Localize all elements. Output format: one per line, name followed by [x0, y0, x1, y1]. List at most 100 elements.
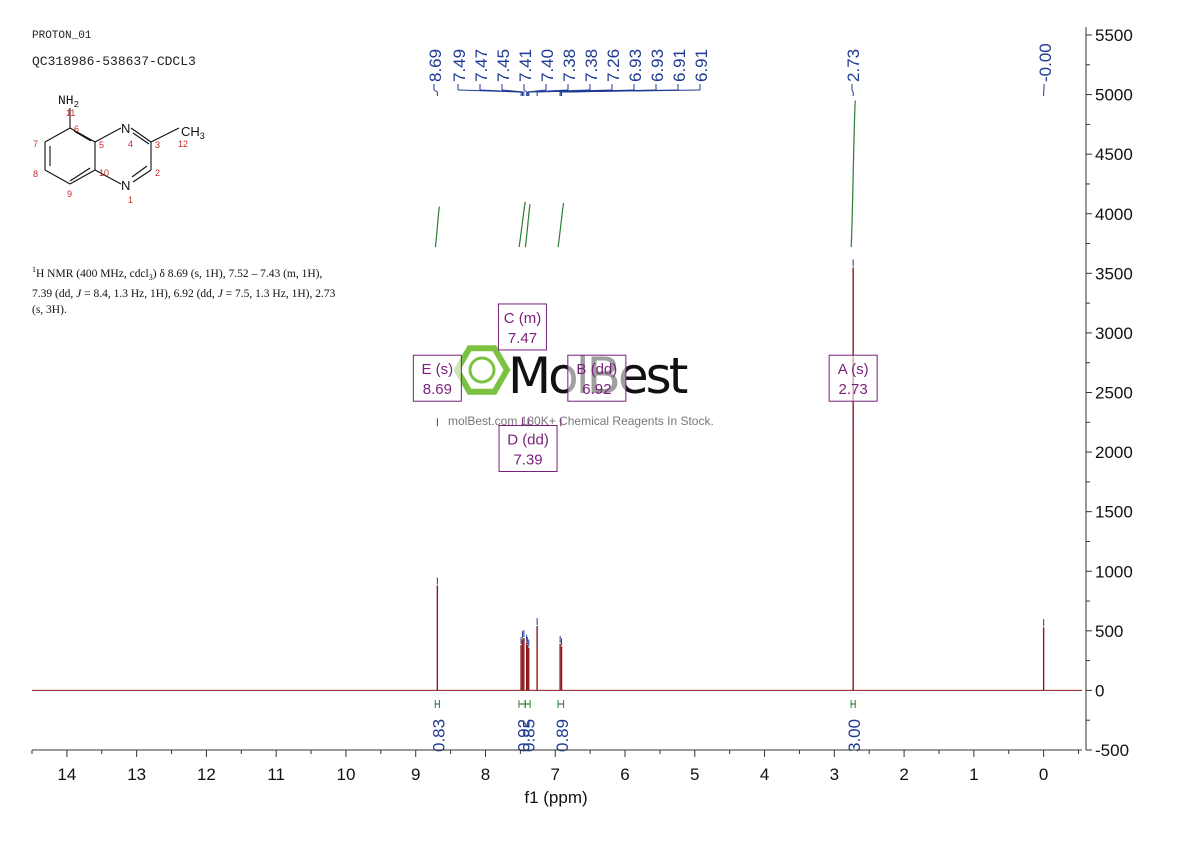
watermark-tagline: molBest.com 180K+ Chemical Reagents In S… [448, 414, 714, 428]
atom-number: 10 [99, 168, 109, 178]
peak-label: 7.49 [450, 49, 469, 82]
multiplet-title: B (dd) [576, 361, 617, 378]
peak-leader-diagonal [561, 89, 701, 93]
desc-line2c: = 7.5, 1.3 Hz, 1H), 2.73 [222, 288, 336, 301]
multiplet-frame [567, 354, 627, 402]
atom-number: 5 [99, 140, 104, 150]
peak-label-group: 2.73 [844, 49, 863, 96]
peak-label-group: 7.26 [536, 49, 623, 96]
x-tick-label: 4 [760, 765, 769, 784]
experiment-name: PROTON_01 [32, 30, 92, 42]
peak-label: 7.47 [472, 49, 491, 82]
multiplet-frame [498, 425, 558, 473]
peak-label: 6.93 [626, 49, 645, 82]
atom-number: 9 [67, 189, 72, 199]
ch3-label: CH [181, 124, 200, 139]
multiplet-title: A (s) [838, 361, 869, 378]
x-tick-label: 11 [267, 765, 285, 784]
peak-label-group: -0.00 [1036, 43, 1055, 96]
nh2-label: NH [58, 93, 74, 108]
peak-label: 6.93 [648, 49, 667, 82]
nitrogen-4-label: N [121, 121, 130, 136]
multiplet-boxes: E (s) 8.69 C (m) 7.47 B (dd) 6.92 D (dd) 7.39 A … [412, 303, 878, 473]
molecule-structure: NH2 CH3 N N 11 6 5 4 3 12 7 8 10 2 9 1 [33, 93, 205, 205]
peak-leader-diagonal [501, 89, 524, 93]
integral-curve [557, 202, 565, 248]
peak-leader-diagonal [851, 89, 854, 93]
nitrogen-1-label: N [121, 178, 130, 193]
integral-curve [850, 100, 856, 248]
y-tick-label: 2000 [1095, 443, 1133, 462]
x-tick-label: 5 [690, 765, 699, 784]
multiplet-box: B (dd) 6.92 [560, 354, 627, 427]
y-tick-label: 1000 [1095, 562, 1133, 581]
spectrum-trace [32, 259, 1082, 691]
peak-leader-diagonal [523, 89, 527, 93]
peak-label: 7.38 [582, 49, 601, 82]
x-tick-label: 8 [481, 765, 490, 784]
y-tick-label: 2500 [1095, 384, 1133, 403]
y-tick-label: 1500 [1095, 503, 1133, 522]
ch3-subscript: 3 [200, 131, 205, 141]
molbest-logo-icon [453, 345, 511, 395]
x-tick-label: 1 [969, 765, 978, 784]
multiplet-frame [828, 354, 878, 402]
peak-label-group: 7.41 [516, 49, 535, 96]
peak-label: 6.91 [670, 49, 689, 82]
multiplet-frame [412, 354, 462, 402]
svg-text:NH2: NH2 [58, 93, 79, 110]
x-tick-label: 12 [197, 765, 216, 784]
multiplet-box: E (s) 8.69 [412, 354, 462, 427]
atom-number: 8 [33, 169, 38, 179]
peak-label: 7.38 [560, 49, 579, 82]
y-tick-label: 0 [1095, 681, 1104, 700]
multiplet-box: C (m) 7.47 [497, 303, 547, 427]
peak-label: 2.73 [844, 49, 863, 82]
x-tick-label: 10 [336, 765, 355, 784]
y-tick-label: 4500 [1095, 145, 1133, 164]
molbest-logo-ring [468, 356, 496, 384]
sample-name: QC318986-538637-CDCL3 [32, 54, 196, 69]
atom-number: 11 [66, 108, 75, 118]
peak-leader-diagonal [537, 89, 613, 93]
integral-group: 0.83 [429, 700, 448, 752]
y-tick-label: 3000 [1095, 324, 1133, 343]
nh2-subscript: 2 [74, 100, 79, 110]
axes: 14 13 12 11 10 9 8 7 6 5 4 3 2 1 0f1 (ppm)-50005001000… [31, 26, 1133, 807]
multiplet-box: D (dd) 7.39 [498, 418, 558, 473]
integral-curve [518, 201, 526, 248]
integral-value: 3.00 [845, 719, 864, 752]
x-tick-label: 6 [620, 765, 629, 784]
x-tick-label: 9 [411, 765, 420, 784]
desc-line2a: 7.39 (dd, [32, 288, 77, 301]
multiplet-frame [497, 303, 547, 351]
y-tick-label: 5500 [1095, 26, 1133, 45]
x-tick-label: 3 [830, 765, 839, 784]
x-tick-label: 13 [127, 765, 146, 784]
integral-curves [434, 100, 856, 248]
integral-value: 0.83 [429, 719, 448, 752]
y-tick-label: -500 [1095, 741, 1129, 760]
multiplet-value: 7.47 [508, 330, 537, 347]
y-tick-label: 3500 [1095, 264, 1133, 283]
atom-number: 2 [155, 168, 160, 178]
x-tick-label: 7 [551, 765, 560, 784]
peak-label: -0.00 [1036, 43, 1055, 82]
atom-number: 6 [74, 124, 79, 134]
integral-markers: 0.83 0.920.85 0.89 3.00 [429, 700, 864, 752]
integral-group: 0.85 [519, 700, 538, 752]
multiplet-title: E (s) [422, 361, 454, 378]
multiplet-value: 6.92 [582, 381, 611, 398]
x-tick-label: 0 [1039, 765, 1048, 784]
y-tick-label: 500 [1095, 622, 1123, 641]
peak-leader-diagonal [433, 89, 438, 93]
desc-j: J [76, 288, 82, 301]
integral-curve [524, 204, 531, 248]
atom-number: 1 [128, 195, 133, 205]
desc-lead: H NMR (400 MHz, cdcl [36, 267, 149, 280]
x-tick-label: 2 [899, 765, 908, 784]
integral-curve [434, 206, 440, 248]
peak-labels: 8.69 7.49 7.47 7.45 7.41 7.40 7.38 7.38 7.26 6.93… [426, 43, 1055, 96]
integral-group: 3.00 [845, 700, 864, 752]
